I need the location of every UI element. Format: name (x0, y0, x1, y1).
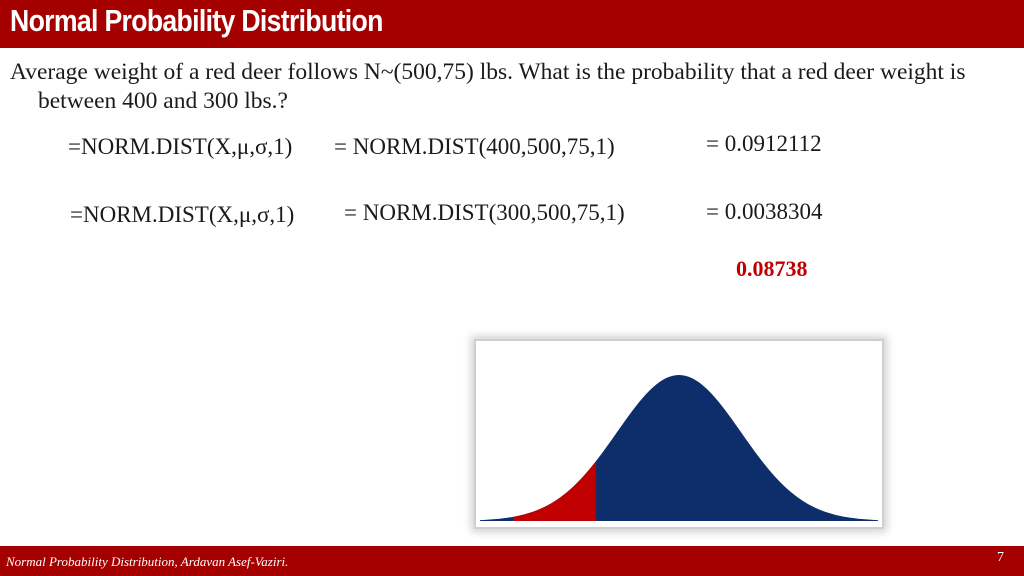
formula-specific-2: = NORM.DIST(300,500,75,1) (344, 200, 625, 225)
normal-curve-area (480, 375, 878, 521)
answer-value: 0.08738 (736, 256, 808, 281)
shaded-probability-region (513, 460, 597, 521)
formula-result-2: = 0.0038304 (706, 199, 823, 224)
normal-curve-figure (474, 339, 884, 529)
formula-result-1: = 0.0912112 (706, 131, 822, 156)
formula-specific-1: = NORM.DIST(400,500,75,1) (334, 134, 615, 159)
normal-curve-svg (480, 375, 878, 521)
slide-title: Normal Probability Distribution (10, 3, 383, 38)
formula-generic-1: =NORM.DIST(X,μ,σ,1) (68, 134, 293, 159)
footer-text: Normal Probability Distribution, Ardavan… (6, 554, 289, 569)
title-bar: Normal Probability Distribution (0, 0, 1024, 48)
formula-generic-2: =NORM.DIST(X,μ,σ,1) (70, 202, 295, 227)
question-text: Average weight of a red deer follows N~(… (10, 59, 966, 114)
page-number: 7 (997, 550, 1004, 565)
footer-bar: Normal Probability Distribution, Ardavan… (0, 546, 1024, 576)
